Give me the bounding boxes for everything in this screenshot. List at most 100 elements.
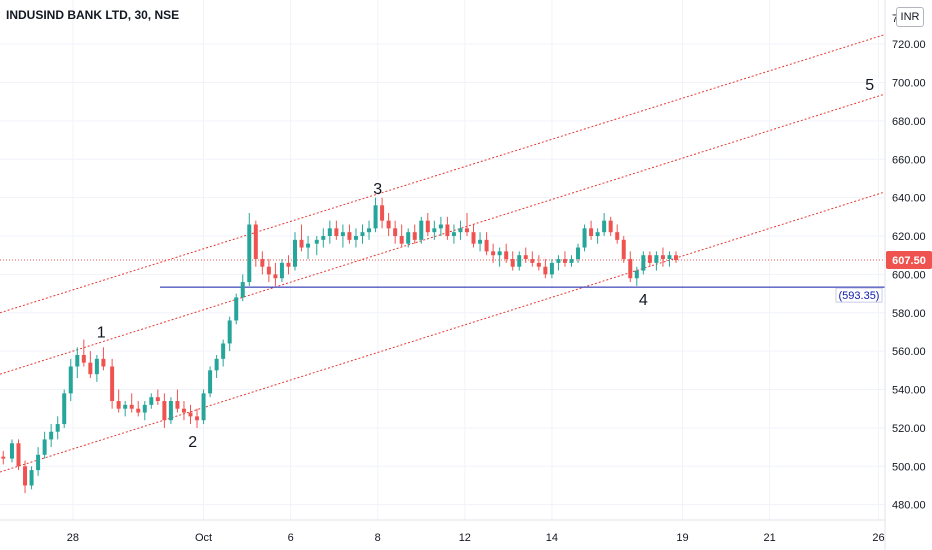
y-tick-label: 520.00 — [892, 423, 926, 435]
candle-body — [484, 239, 489, 252]
candle-body — [279, 262, 284, 279]
candle-body — [536, 262, 541, 267]
candle-body — [306, 243, 311, 248]
candle-body — [110, 366, 115, 402]
channel-line-2 — [0, 93, 886, 375]
candle-body — [253, 224, 258, 260]
x-tick-label: 19 — [676, 532, 688, 544]
candle-body — [273, 274, 278, 279]
currency-button[interactable]: INR — [896, 7, 924, 27]
price-axis[interactable]: 480.00 500.00 520.00 540.00 560.00 580.00 600.… — [892, 13, 926, 512]
candle-body — [88, 362, 93, 375]
candle-body — [29, 470, 34, 486]
candle-body — [393, 228, 398, 237]
candle-body — [16, 443, 21, 467]
y-tick-label: 600.00 — [892, 269, 926, 281]
support-label: (593.35) — [839, 290, 880, 302]
candle-body — [55, 424, 60, 432]
candle-body — [195, 416, 200, 421]
candle-body — [438, 224, 443, 229]
candle-body — [602, 220, 607, 233]
candle-body — [188, 412, 193, 417]
candle-body — [149, 397, 154, 405]
y-tick-label: 580.00 — [892, 308, 926, 320]
channel-lines — [0, 34, 886, 473]
candle-body — [615, 232, 620, 240]
candle-body — [347, 232, 352, 240]
candle-body — [673, 255, 678, 260]
candle-body — [162, 401, 167, 421]
y-tick-label: 700.00 — [892, 78, 926, 90]
x-tick-label: 28 — [67, 532, 79, 544]
candle-body — [628, 259, 633, 279]
candle-body — [406, 232, 411, 244]
candle-body — [360, 232, 365, 237]
candle-body — [589, 228, 594, 237]
candle-body — [201, 393, 206, 421]
candle-body — [42, 439, 47, 455]
candle-body — [425, 220, 430, 233]
candle-body — [641, 255, 646, 271]
candle-body — [327, 228, 332, 237]
candle-body — [68, 366, 73, 394]
candle-body — [175, 401, 180, 409]
candle-body — [654, 255, 659, 263]
y-tick-label-partial: 7 — [892, 13, 898, 25]
candle-body — [647, 255, 652, 263]
candle-body — [569, 259, 574, 263]
candle-body — [240, 282, 245, 298]
candle-body — [412, 232, 417, 240]
candle-body — [227, 320, 232, 344]
candle-body — [181, 408, 186, 413]
candle-body — [523, 255, 528, 260]
candle-body — [419, 220, 424, 240]
current-price-badge — [886, 251, 932, 269]
candle-body — [576, 247, 581, 260]
candle-body — [373, 205, 378, 229]
candle-body — [667, 255, 672, 260]
x-tick-label: 26 — [872, 532, 884, 544]
candle-body — [247, 224, 252, 283]
wave-labels: 1 2 3 4 5 — [97, 77, 875, 451]
candle-body — [549, 262, 554, 275]
y-tick-label: 540.00 — [892, 385, 926, 397]
time-axis[interactable]: 28 Oct 6 8 12 14 19 21 26 — [67, 532, 885, 544]
candle-body — [286, 262, 291, 267]
candle-body — [23, 466, 28, 486]
candle-body — [36, 454, 41, 471]
candle-body — [530, 259, 535, 263]
candle-body — [81, 354, 86, 363]
candle-body — [517, 255, 522, 267]
wave-label-5: 5 — [865, 77, 874, 94]
candle-body — [123, 404, 128, 409]
y-tick-label: 640.00 — [892, 193, 926, 205]
candle-body — [101, 358, 106, 367]
support-label-box — [835, 287, 883, 303]
y-tick-label: 560.00 — [892, 346, 926, 358]
candle-body — [595, 232, 600, 237]
x-tick-label: 14 — [546, 532, 558, 544]
candle-body — [214, 358, 219, 371]
wave-label-3: 3 — [373, 181, 382, 198]
candle-body — [234, 297, 239, 321]
candle-body — [582, 228, 587, 248]
candle-body — [445, 224, 450, 237]
candle-body — [478, 239, 483, 244]
candle-body — [497, 251, 502, 256]
candle-body — [451, 232, 456, 237]
y-tick-label: 500.00 — [892, 461, 926, 473]
candle-body — [321, 236, 326, 240]
y-tick-label: 660.00 — [892, 154, 926, 166]
candle-body — [562, 259, 567, 263]
candle-body — [142, 404, 147, 413]
channel-line-1 — [0, 34, 886, 314]
candle-body — [94, 358, 99, 375]
candle-body — [621, 239, 626, 260]
candle-body — [491, 251, 496, 256]
channel-line-3 — [0, 191, 886, 473]
candle-body — [136, 408, 141, 413]
candle-body — [608, 220, 613, 233]
wave-label-4: 4 — [639, 292, 648, 309]
x-tick-label: 12 — [459, 532, 471, 544]
